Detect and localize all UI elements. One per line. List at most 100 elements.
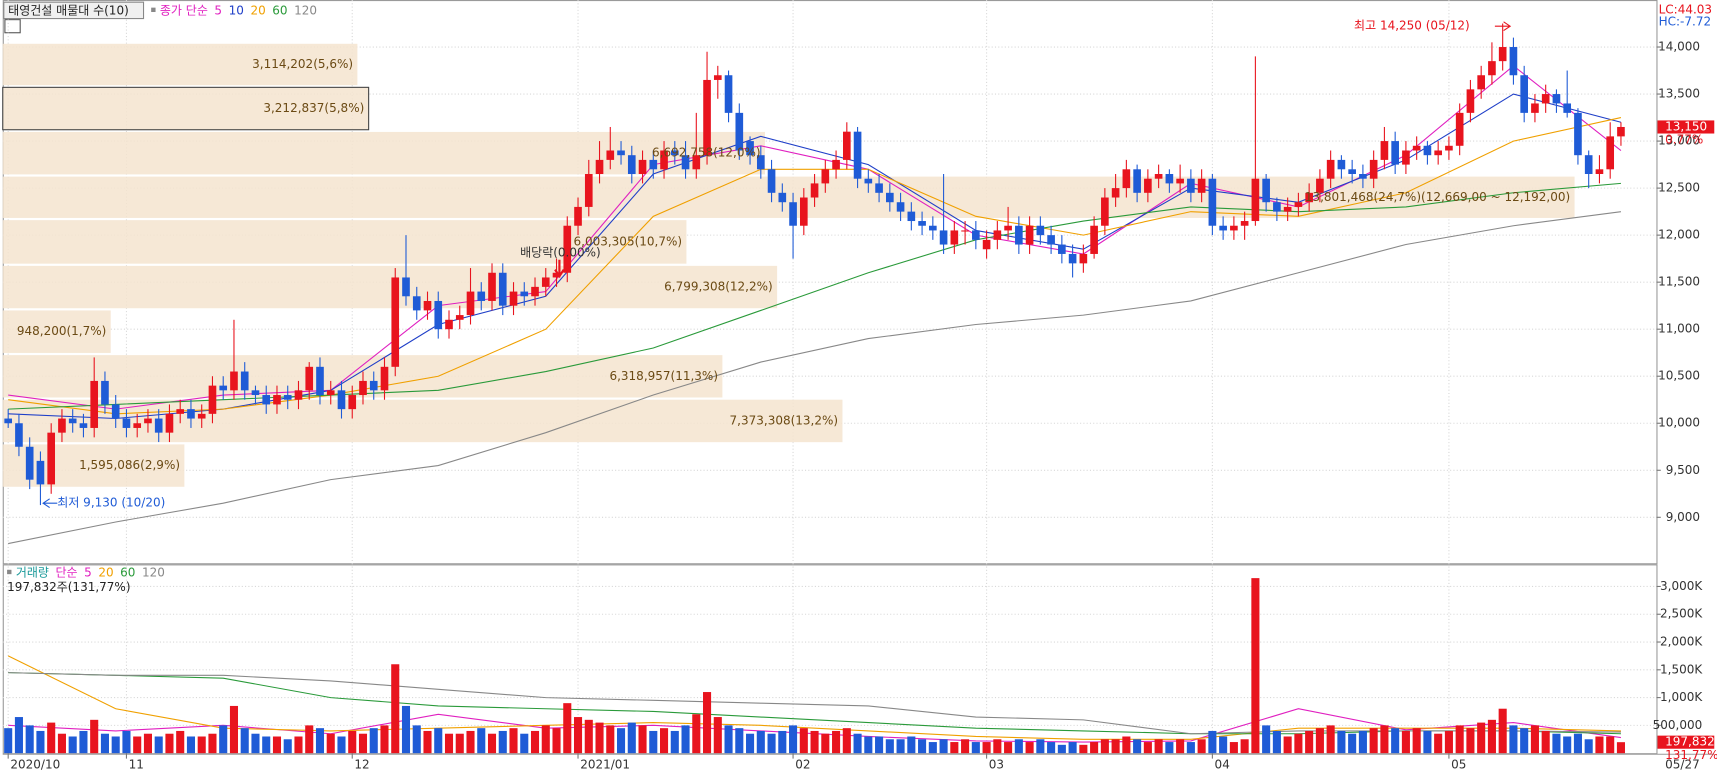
candle-body — [853, 131, 862, 179]
volume-bar — [1197, 739, 1206, 754]
y-tick-label: 12,000 — [1658, 228, 1700, 242]
volume-bar — [660, 728, 669, 754]
candle-body — [552, 272, 561, 278]
volume-bar — [1100, 739, 1109, 754]
volume-bar — [477, 728, 486, 754]
volume-bar — [36, 730, 45, 754]
candle-body — [939, 230, 948, 245]
volume-bar — [1240, 739, 1249, 754]
volume-bar — [1595, 736, 1604, 754]
volume-bar — [1229, 742, 1238, 754]
candle-body — [1025, 225, 1034, 245]
volume-bar — [1455, 725, 1464, 754]
candle-body — [197, 413, 206, 419]
volume-bar — [498, 730, 507, 754]
volume-bar — [606, 725, 615, 754]
volume-bar — [616, 728, 626, 754]
volume-bar — [789, 725, 798, 754]
low-arrow — [42, 498, 58, 509]
candle-body — [25, 446, 34, 480]
candle-body — [1455, 112, 1464, 146]
volume-bar — [262, 736, 271, 754]
candle-body — [972, 230, 980, 240]
candle-body — [1531, 103, 1539, 113]
volume-bar — [767, 733, 776, 754]
volume-bar — [1584, 739, 1593, 754]
volume-bar — [1498, 708, 1507, 754]
legend-marker — [151, 7, 156, 13]
volume-bar — [530, 730, 540, 754]
candle-body — [122, 418, 131, 428]
volume-bar — [939, 739, 948, 754]
candle-body — [520, 291, 529, 297]
volume-bar — [520, 733, 529, 754]
candle-body — [1434, 150, 1442, 156]
candle-body — [799, 197, 808, 226]
profile-label: 7,373,308(13,2%) — [730, 413, 839, 427]
candle-body — [240, 371, 249, 391]
candle-body — [466, 291, 475, 316]
profile-label: 13,801,468(24,7%)(12,669,00 ~ 12,192,00) — [1305, 190, 1570, 204]
volume-bar — [47, 722, 56, 754]
volume-bar — [982, 742, 991, 754]
volume-bar — [111, 736, 120, 754]
volume-bar — [1143, 742, 1152, 754]
candle-body — [832, 159, 840, 170]
candle-body — [101, 380, 109, 405]
x-tick-label: 2020/10 — [10, 758, 60, 772]
volume-info: 197,832주(131,77%) — [7, 580, 130, 594]
candle-body — [337, 390, 346, 410]
volume-bar — [735, 728, 744, 754]
candle-body — [1488, 61, 1496, 76]
volume-bar — [1616, 742, 1625, 754]
candle-body — [1606, 136, 1615, 170]
candle-body — [1423, 145, 1432, 156]
lc-label: LC:44.03 — [1659, 2, 1712, 16]
candle-body — [230, 371, 238, 391]
candle-body — [1294, 202, 1303, 207]
labels: 9,000 9,500 10,000 10,500 11,000 11,500 12,000… — [3, 1, 1717, 772]
candle-body — [1359, 174, 1367, 179]
volume-bar — [1090, 742, 1099, 754]
candle-body — [477, 291, 486, 301]
volume-bar — [971, 742, 980, 754]
high-annotation: 최고 14,250 (05/12) — [1354, 19, 1470, 33]
candle-body — [864, 178, 873, 184]
candle-body — [1337, 159, 1346, 170]
candle-body — [595, 159, 604, 175]
candle-body — [79, 423, 88, 428]
legend-entry: 120 — [142, 566, 165, 580]
volume-bar — [1004, 742, 1013, 754]
candle-body — [1509, 47, 1518, 76]
y-tick-label: 3,000K — [1660, 579, 1703, 593]
table-icon[interactable] — [4, 19, 21, 34]
candle-body — [982, 239, 991, 250]
legend-entry: 20 — [250, 3, 265, 17]
candle-body — [208, 385, 217, 414]
volume-bar — [950, 742, 959, 754]
volume-bar — [380, 725, 389, 754]
candle-body — [907, 211, 916, 222]
candle-body — [187, 409, 195, 419]
volume-bar — [208, 733, 217, 754]
volume-bar — [724, 725, 733, 754]
candle-body — [1348, 169, 1356, 175]
volume-bar — [649, 730, 658, 754]
volume-bar — [466, 730, 475, 754]
volume-bar — [821, 733, 830, 754]
y-tick-label: 1,000K — [1660, 690, 1703, 704]
profile-label: 1,595,086(2,9%) — [79, 458, 180, 472]
hc-label: HC:-7.72 — [1659, 14, 1712, 28]
volume-bar — [509, 728, 518, 754]
volume-bar — [756, 730, 765, 754]
volume-bar — [1434, 733, 1443, 754]
x-tick-label: 11 — [129, 758, 144, 772]
candle-body — [541, 277, 550, 287]
candle-body — [111, 404, 120, 419]
volume-bar — [401, 705, 411, 754]
volume-bar — [832, 730, 841, 754]
profile-bar — [2, 399, 843, 443]
volume-bar — [853, 733, 862, 754]
volume-bar — [1208, 730, 1217, 754]
candle-body — [412, 296, 421, 311]
